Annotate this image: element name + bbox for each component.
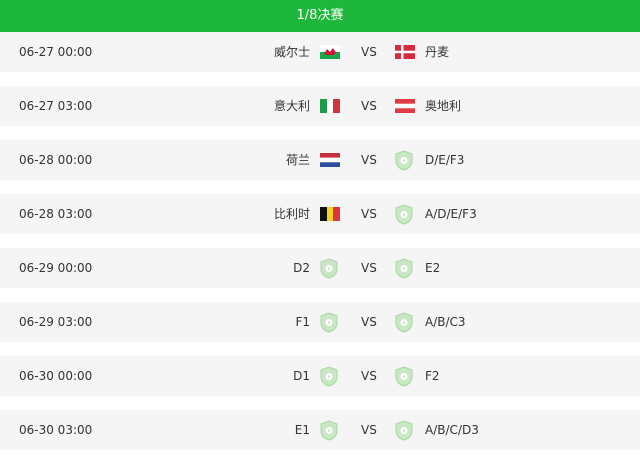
match-time: 06-28 00:00	[19, 153, 93, 167]
vs-label: VS	[361, 315, 377, 329]
belgium-flag-icon	[320, 207, 340, 224]
away-team: D/E/F3	[425, 153, 465, 167]
match-row[interactable]: 06-29 03:00 F1 VS A/B/C3	[0, 302, 640, 342]
match-time: 06-30 03:00	[19, 423, 93, 437]
home-team: D2	[293, 261, 310, 275]
vs-label: VS	[361, 207, 377, 221]
match-time: 06-27 03:00	[19, 99, 93, 113]
match-row[interactable]: 06-28 03:00 比利时 VS A/D/E/F3	[0, 194, 640, 234]
home-team: F1	[295, 315, 310, 329]
placeholder-shield-icon	[395, 312, 413, 336]
match-time: 06-29 03:00	[19, 315, 93, 329]
home-team: 意大利	[273, 99, 310, 113]
vs-label: VS	[361, 45, 377, 59]
home-team: D1	[293, 369, 310, 383]
away-team: A/B/C/D3	[425, 423, 479, 437]
placeholder-shield-icon	[395, 150, 413, 174]
away-team: A/D/E/F3	[425, 207, 477, 221]
match-row[interactable]: 06-29 00:00 D2 VS E2	[0, 248, 640, 288]
home-team: 威尔士	[273, 45, 310, 59]
placeholder-shield-icon	[320, 258, 338, 282]
away-team: 奥地利	[425, 99, 462, 113]
match-row[interactable]: 06-27 03:00 意大利 VS 奥地利	[0, 86, 640, 126]
placeholder-shield-icon	[395, 258, 413, 282]
round-header: 1/8决赛	[0, 0, 640, 32]
away-team: A/B/C3	[425, 315, 466, 329]
austria-flag-icon	[395, 99, 415, 116]
away-team: E2	[425, 261, 441, 275]
home-team: 荷兰	[285, 153, 310, 167]
match-row[interactable]: 06-28 00:00 荷兰 VS D/E/F3	[0, 140, 640, 180]
match-row[interactable]: 06-27 00:00 威尔士 VS 丹麦	[0, 32, 640, 72]
wales-flag-icon	[320, 45, 340, 62]
vs-label: VS	[361, 99, 377, 113]
vs-label: VS	[361, 423, 377, 437]
match-time: 06-27 00:00	[19, 45, 93, 59]
vs-label: VS	[361, 153, 377, 167]
match-time: 06-29 00:00	[19, 261, 93, 275]
away-team: 丹麦	[425, 45, 450, 59]
match-row[interactable]: 06-30 00:00 D1 VS F2	[0, 356, 640, 396]
home-team: 比利时	[273, 207, 310, 221]
vs-label: VS	[361, 261, 377, 275]
netherlands-flag-icon	[320, 153, 340, 170]
match-list: 06-27 00:00 威尔士 VS 丹麦 06-27 03:00 意大利 VS …	[0, 32, 640, 450]
vs-label: VS	[361, 369, 377, 383]
denmark-flag-icon	[395, 45, 415, 62]
placeholder-shield-icon	[320, 312, 338, 336]
away-team: F2	[425, 369, 440, 383]
placeholder-shield-icon	[320, 366, 338, 390]
round-title: 1/8决赛	[296, 8, 344, 23]
match-time: 06-28 03:00	[19, 207, 93, 221]
placeholder-shield-icon	[395, 420, 413, 444]
placeholder-shield-icon	[395, 204, 413, 228]
match-time: 06-30 00:00	[19, 369, 93, 383]
home-team: E1	[294, 423, 310, 437]
placeholder-shield-icon	[395, 366, 413, 390]
italy-flag-icon	[320, 99, 340, 116]
match-row[interactable]: 06-30 03:00 E1 VS A/B/C/D3	[0, 410, 640, 450]
placeholder-shield-icon	[320, 420, 338, 444]
